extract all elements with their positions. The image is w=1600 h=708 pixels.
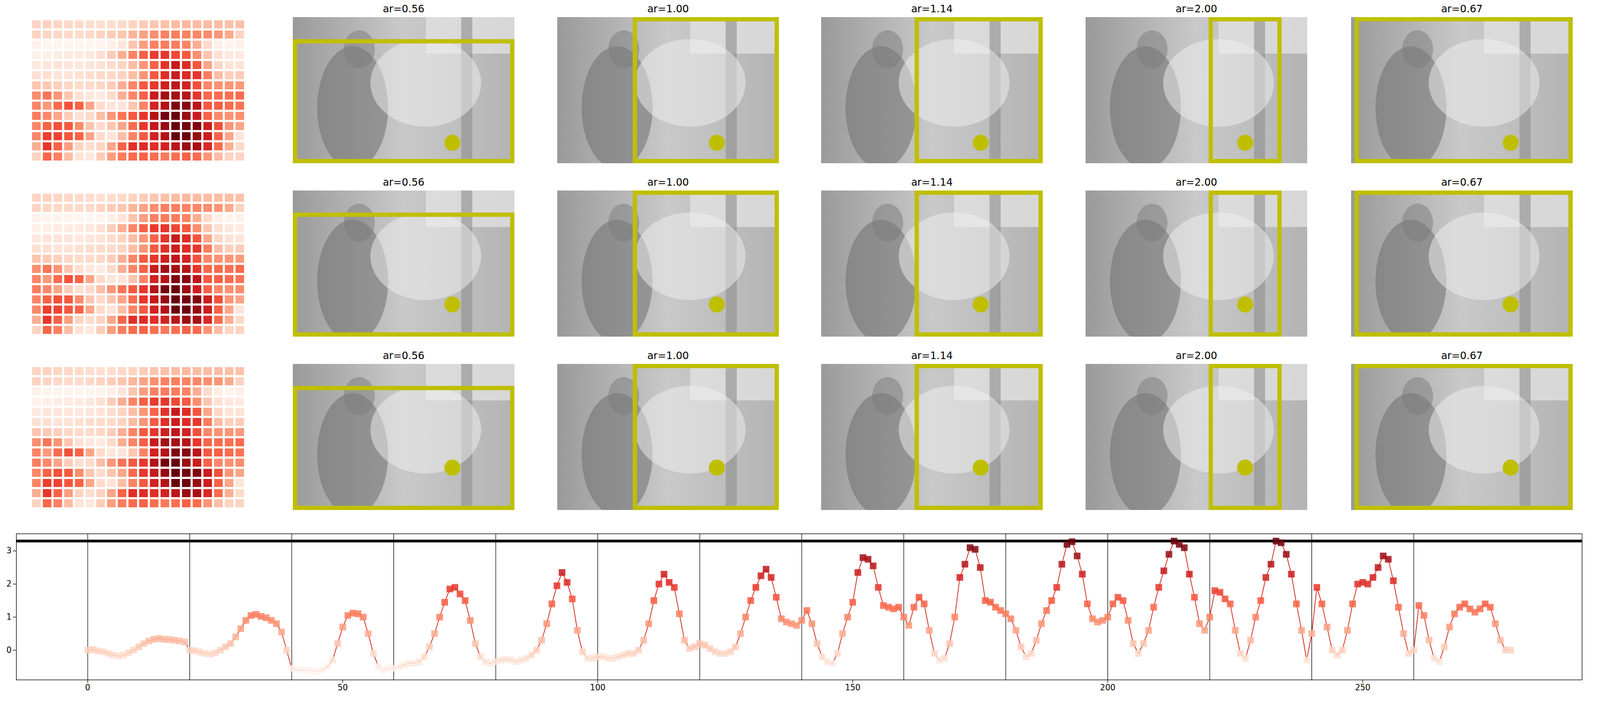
html-text:ar=0.56: ar=0.56: [382, 2, 425, 15]
svg-text:3: 3: [6, 546, 12, 556]
svg-text:200: 200: [1100, 683, 1116, 693]
svg-text:250: 250: [1354, 683, 1371, 693]
html-text:ar=2.00: ar=2.00: [1175, 176, 1218, 188]
html-text:ar=0.67: ar=0.67: [1441, 176, 1483, 188]
html-text:ar=1.14: ar=1.14: [911, 176, 953, 188]
svg-text:100: 100: [589, 683, 606, 693]
html-text:ar=1.14: ar=1.14: [911, 349, 953, 362]
svg-text:0: 0: [85, 683, 91, 693]
html-text:ar=1.14: ar=1.14: [911, 2, 953, 15]
html-text:ar=0.67: ar=0.67: [1441, 2, 1483, 15]
svg-text:1: 1: [6, 612, 12, 623]
html-text:ar=1.00: ar=1.00: [647, 2, 689, 15]
svg-text:150: 150: [845, 683, 861, 693]
svg-text:50: 50: [337, 683, 348, 693]
html-text:ar=2.00: ar=2.00: [1175, 2, 1218, 15]
html-text:ar=2.00: ar=2.00: [1175, 349, 1218, 362]
html-text:ar=0.56: ar=0.56: [382, 349, 425, 362]
html-text:ar=0.56: ar=0.56: [382, 176, 425, 188]
html-text:ar=1.00: ar=1.00: [647, 176, 689, 188]
html-text:ar=1.00: ar=1.00: [647, 349, 689, 362]
html-text:ar=0.67: ar=0.67: [1441, 349, 1483, 362]
svg-text:0: 0: [6, 645, 12, 656]
svg-text:2: 2: [6, 579, 12, 589]
